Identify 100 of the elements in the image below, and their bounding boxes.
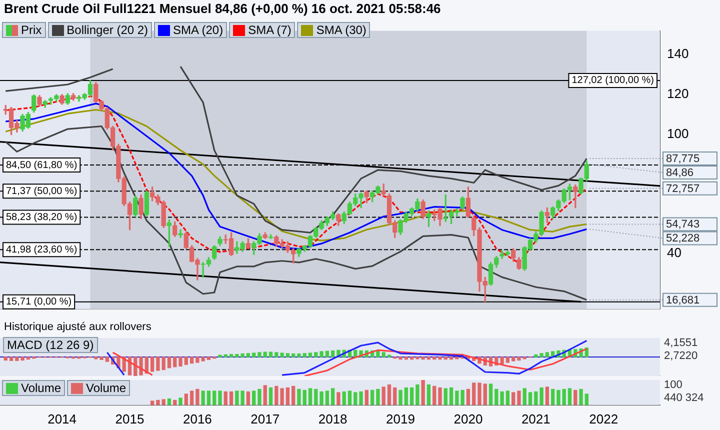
- chart-title: Brent Crude Oil Full1221 Mensuel 84,86 (+0,00 %) 16 oct. 2021 05:58:46: [4, 1, 441, 16]
- legend-label: Volume: [21, 381, 62, 395]
- bar: [178, 356, 182, 366]
- ref-line-label: 71,37 (50,00 %): [6, 186, 78, 197]
- bar: [246, 391, 250, 405]
- bar: [325, 390, 330, 405]
- bar: [562, 388, 566, 405]
- bar: [438, 356, 442, 360]
- bar: [150, 356, 154, 372]
- legend-label: SMA (7): [248, 23, 292, 37]
- bar: [574, 390, 578, 405]
- bar: [308, 388, 312, 405]
- bar: [229, 354, 234, 358]
- ref-line-label: 84,50 (61,80 %): [6, 160, 78, 171]
- legend-label: Prix: [21, 23, 42, 37]
- bar: [342, 391, 346, 405]
- bar: [252, 390, 256, 405]
- bar: [354, 392, 358, 405]
- bar: [302, 353, 306, 358]
- bar: [506, 390, 510, 405]
- bar: [500, 356, 504, 364]
- ref-line-label: 15,71 (0,00 %): [6, 296, 72, 308]
- bar: [201, 390, 205, 405]
- bar: [444, 388, 448, 405]
- x-tick-label: 2014: [48, 411, 77, 426]
- bar: [4, 356, 8, 361]
- bar: [540, 387, 544, 405]
- bar: [302, 390, 306, 405]
- bar: [550, 388, 555, 405]
- bar: [584, 394, 588, 405]
- bar: [545, 386, 550, 405]
- bar: [286, 353, 290, 358]
- bar: [218, 390, 222, 405]
- bar: [426, 356, 431, 360]
- bar: [156, 400, 160, 405]
- bar: [184, 356, 188, 365]
- x-tick-label: 2020: [454, 411, 483, 426]
- x-tick-label: 2018: [318, 411, 348, 426]
- bar: [528, 392, 532, 405]
- bar: [212, 390, 216, 405]
- bar: [404, 356, 408, 360]
- bar: [579, 388, 583, 405]
- x-tick-label: 2016: [182, 411, 212, 426]
- bar: [150, 400, 154, 405]
- annotation: 16,681: [666, 294, 700, 306]
- bar: [387, 384, 392, 405]
- bar: [438, 387, 442, 405]
- bar: [263, 352, 267, 358]
- bar: [404, 387, 408, 405]
- bar: [280, 388, 284, 405]
- bar: [268, 387, 273, 405]
- x-tick-label: 2015: [115, 411, 144, 426]
- bar: [398, 390, 402, 405]
- bar: [156, 356, 160, 371]
- legend-label: SMA (20): [173, 23, 224, 37]
- bar: [196, 388, 200, 405]
- bar: [184, 394, 188, 405]
- legend-label: SMA (30): [316, 23, 366, 37]
- bar: [348, 390, 352, 405]
- y-tick-label: 40: [667, 245, 682, 260]
- bar: [472, 382, 476, 405]
- bar: [292, 353, 296, 358]
- bar: [139, 356, 143, 376]
- x-tick-label: 2019: [386, 411, 415, 426]
- bar: [229, 391, 234, 405]
- y-tick-label: 100: [667, 126, 689, 141]
- bar: [376, 350, 380, 358]
- bar: [444, 356, 448, 360]
- legend-label: Bollinger (20 2): [66, 23, 148, 37]
- annotation: 72,757: [666, 182, 700, 195]
- text: 4,1551: [664, 337, 698, 350]
- legend-label: Volume: [86, 381, 126, 395]
- bar: [167, 398, 172, 405]
- bar: [258, 388, 262, 405]
- bar: [224, 354, 228, 358]
- bar: [483, 384, 487, 405]
- bar: [330, 388, 335, 405]
- bar: [500, 391, 504, 405]
- bar: [314, 388, 318, 405]
- bar: [105, 356, 110, 362]
- bar: [162, 356, 166, 370]
- bar: [488, 384, 493, 405]
- bar: [393, 387, 397, 405]
- bar: [308, 352, 312, 358]
- bar: [364, 390, 368, 405]
- bar: [370, 390, 374, 405]
- ref-line-label: 127,02 (100,00 %): [572, 75, 654, 86]
- bar: [410, 356, 414, 360]
- bar: [268, 352, 273, 358]
- bar: [432, 386, 436, 405]
- bar: [478, 382, 482, 405]
- bar: [162, 399, 166, 405]
- bar: [320, 391, 324, 405]
- bar: [376, 388, 380, 405]
- bar: [320, 351, 324, 358]
- bar: [494, 388, 498, 405]
- bar: [190, 390, 194, 405]
- bar: [540, 353, 544, 358]
- bar: [100, 356, 104, 360]
- bar: [359, 391, 363, 405]
